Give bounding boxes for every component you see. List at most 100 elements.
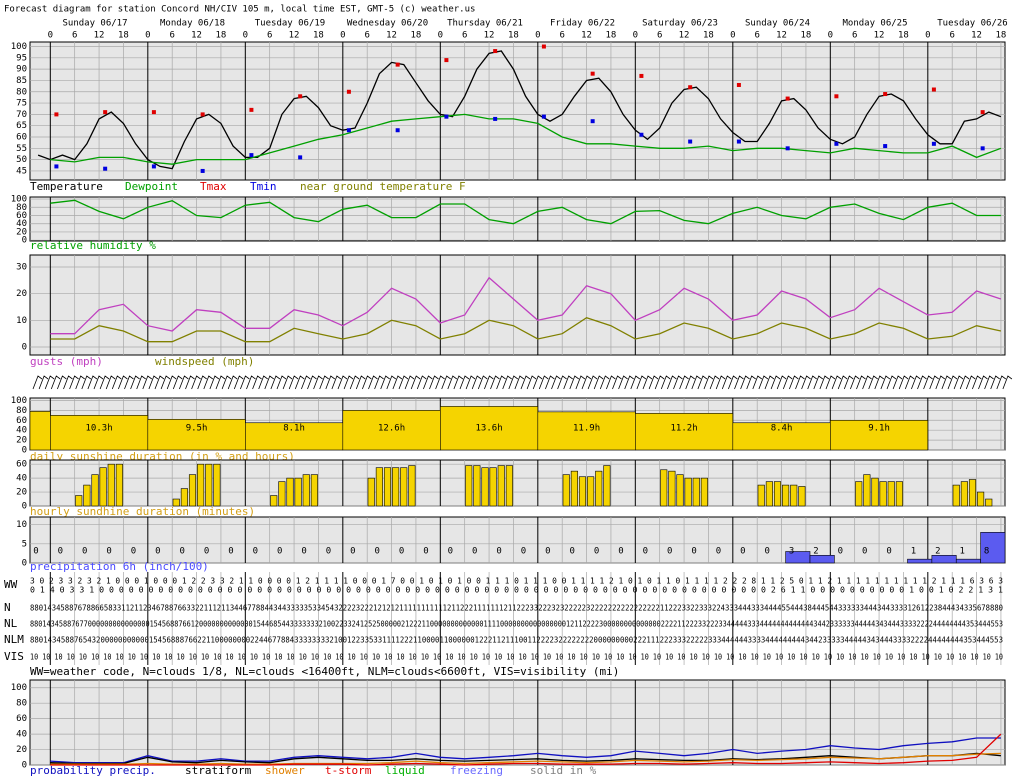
bar (75, 495, 83, 507)
hour-label: 6 (754, 31, 759, 41)
row-label: N (4, 601, 11, 614)
value-label: 0 (204, 547, 209, 557)
bar (773, 481, 782, 507)
y-tick-label: 80 (16, 203, 27, 213)
bar (684, 477, 692, 507)
point (249, 107, 254, 112)
y-tick-label: 0 (22, 761, 27, 771)
hour-label: 18 (898, 31, 909, 41)
bar (635, 413, 734, 451)
row-label: NL (4, 617, 18, 630)
value-label: 0 (58, 547, 63, 557)
point (834, 141, 839, 146)
point (395, 128, 400, 133)
series-line (50, 199, 1001, 225)
bar (595, 470, 603, 507)
hour-label: 18 (508, 31, 519, 41)
y-tick-label: 75 (16, 99, 27, 109)
y-tick-label: 60 (16, 211, 27, 221)
bar (887, 481, 895, 507)
value-label: 0 (765, 547, 770, 557)
hour-label: 12 (971, 31, 982, 41)
hour-label: 6 (462, 31, 467, 41)
bar (115, 463, 123, 507)
y-tick-label: 20 (16, 227, 27, 237)
hour-label: 0 (828, 31, 833, 41)
hour-label: 6 (852, 31, 857, 41)
row-label: NLM (4, 633, 24, 646)
bar (757, 484, 765, 507)
legend-label: near ground temperature F (300, 180, 466, 193)
day-label: Sunday 06/24 (745, 19, 810, 29)
hour-label: 18 (118, 31, 129, 41)
bar (400, 467, 408, 507)
hour-label: 18 (216, 31, 227, 41)
value-label: 0 (862, 547, 867, 557)
value-label: 0 (448, 547, 453, 557)
value-label: 0 (301, 547, 306, 557)
row-values: 8801434588767886658331121123467887663322… (30, 604, 1003, 613)
day-label: Tuesday 06/19 (255, 19, 325, 29)
point (980, 146, 985, 151)
legend-label: Tmin (250, 180, 277, 193)
y-tick-label: 100 (11, 683, 27, 693)
hour-label: 12 (679, 31, 690, 41)
bar (871, 477, 879, 507)
hour-label: 18 (703, 31, 714, 41)
point (444, 114, 449, 119)
bar (985, 498, 993, 507)
point (541, 44, 546, 49)
value-label: 3 (789, 547, 794, 557)
y-tick-label: 90 (16, 65, 27, 75)
value-label: 0 (594, 547, 599, 557)
series-line (50, 752, 1001, 765)
row-values: 3 0 2 3 3 2 3 2 1 0 0 0 1 0 0 0 1 2 2 3 … (30, 577, 1003, 586)
y-tick-label: 95 (16, 53, 27, 63)
panel (29, 196, 1006, 242)
value-label: 0 (399, 547, 404, 557)
value-label: 8.4h (771, 424, 793, 434)
point (444, 58, 449, 63)
hour-label: 18 (313, 31, 324, 41)
legend-label: t-storm (325, 764, 372, 777)
y-tick-label: 40 (16, 730, 27, 740)
y-tick-label: 20 (16, 289, 27, 299)
y-tick-label: 50 (16, 155, 27, 165)
bar (107, 463, 115, 507)
bar (367, 477, 375, 507)
y-tick-label: 85 (16, 76, 27, 86)
point (103, 166, 108, 171)
hour-label: 0 (633, 31, 638, 41)
hour-label: 18 (606, 31, 617, 41)
day-label: Thursday 06/21 (447, 19, 523, 29)
hour-label: 12 (484, 31, 495, 41)
day-label: Wednesday 06/20 (347, 19, 428, 29)
hour-label: 6 (657, 31, 662, 41)
table-note: WW=weather code, N=clouds 1/8, NL=clouds… (30, 665, 619, 678)
point (103, 110, 108, 115)
value-label: 0 (496, 547, 501, 557)
day-label: Monday 06/18 (160, 19, 225, 29)
hour-label: 12 (289, 31, 300, 41)
hour-label: 0 (243, 31, 248, 41)
bar (29, 411, 51, 451)
y-tick-label: 20 (16, 745, 27, 755)
bar (294, 477, 302, 507)
y-tick-label: 100 (11, 396, 27, 406)
value-label: 8.1h (283, 424, 305, 434)
legend-label: Dewpoint (125, 180, 178, 193)
point (688, 139, 693, 144)
bar (489, 467, 497, 507)
y-tick-label: 70 (16, 110, 27, 120)
value-label: 0 (228, 547, 233, 557)
y-tick-label: 20 (16, 436, 27, 446)
series-line (50, 316, 1002, 343)
day-label: Friday 06/22 (550, 19, 615, 29)
bar (830, 419, 929, 451)
value-label: 13.6h (476, 424, 503, 434)
hour-label: 0 (438, 31, 443, 41)
bar (809, 555, 835, 564)
point (931, 87, 936, 92)
